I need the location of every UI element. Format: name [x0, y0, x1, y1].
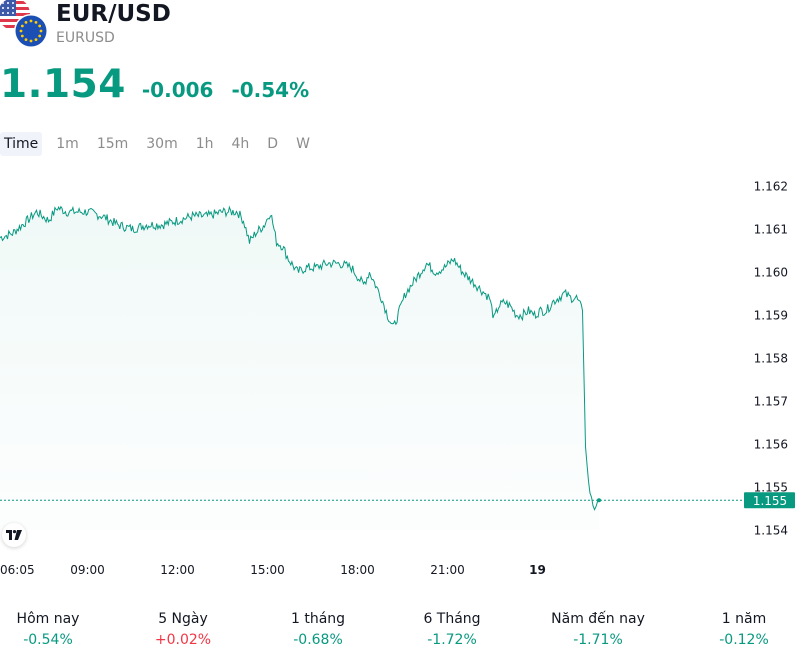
x-tick-label: 19 — [529, 563, 546, 577]
current-price-label: 1.155 — [753, 494, 787, 508]
y-tick-label: 1.160 — [754, 266, 788, 280]
tab-1m[interactable]: 1m — [56, 136, 79, 152]
perf-label: 1 năm — [721, 611, 767, 627]
perf-5d[interactable]: 5 Ngày +0.02% — [155, 611, 211, 649]
perf-label: 5 Ngày — [158, 611, 208, 627]
price-change: -0.006 — [141, 78, 214, 102]
currency-flags-icon — [0, 0, 48, 48]
price-chart[interactable]: 1.154 1.155 1.156 1.157 1.158 1.159 1.160 1.161… — [0, 160, 800, 590]
perf-label: 1 tháng — [290, 611, 346, 627]
x-tick-label: 09:00 — [70, 563, 105, 577]
tab-30m[interactable]: 30m — [146, 136, 178, 152]
perf-value: -1.72% — [427, 632, 477, 648]
symbol-name: EUR/USD — [56, 1, 171, 27]
perf-1y[interactable]: 1 năm -0.12% — [719, 611, 769, 649]
y-tick-label: 1.162 — [754, 180, 788, 194]
price-area-fill — [0, 206, 599, 530]
y-tick-label: 1.156 — [754, 438, 788, 452]
tab-4h[interactable]: 4h — [231, 136, 250, 152]
tab-time[interactable]: Time — [0, 132, 43, 156]
x-tick-label: 12:00 — [160, 563, 195, 577]
x-tick-label: 06:05 — [0, 563, 35, 577]
y-tick-label: 1.157 — [754, 395, 788, 409]
x-tick-label: 18:00 — [340, 563, 375, 577]
y-tick-label: 1.158 — [754, 352, 788, 366]
y-tick-label: 1.155 — [754, 481, 788, 495]
last-price-point — [597, 498, 601, 503]
perf-value: -0.54% — [23, 632, 73, 648]
current-price-badge — [744, 492, 795, 509]
perf-label: Hôm nay — [16, 611, 80, 627]
price-change-percent: -0.54% — [231, 78, 310, 102]
last-price: 1.154 — [0, 62, 126, 107]
quote-row: 1.154 -0.006 -0.54% — [0, 62, 309, 107]
perf-value: +0.02% — [154, 632, 212, 648]
perf-label: Năm đến nay — [551, 611, 645, 627]
price-series-line — [0, 205, 600, 511]
tradingview-logo-icon[interactable] — [2, 523, 26, 547]
perf-label: 6 Tháng — [423, 611, 481, 627]
x-tick-label: 15:00 — [250, 563, 285, 577]
x-tick-label: 21:00 — [430, 563, 465, 577]
perf-ytd[interactable]: Năm đến nay -1.71% — [551, 611, 645, 649]
timeframe-tabs: Time 1m 15m 30m 1h 4h D W — [0, 132, 324, 156]
symbol-code: EURUSD — [56, 30, 115, 46]
perf-value: -0.12% — [719, 632, 769, 648]
eu-flag-icon — [14, 14, 48, 48]
perf-today[interactable]: Hôm nay -0.54% — [17, 611, 80, 649]
y-tick-label: 1.159 — [754, 309, 788, 323]
tab-15m[interactable]: 15m — [96, 136, 129, 152]
tab-1h[interactable]: 1h — [195, 136, 214, 152]
y-tick-label: 1.161 — [754, 223, 788, 237]
perf-value: -1.71% — [573, 632, 623, 648]
tab-w[interactable]: W — [296, 136, 310, 152]
y-tick-label: 1.154 — [754, 524, 788, 538]
tab-d[interactable]: D — [267, 136, 279, 152]
perf-1m[interactable]: 1 tháng -0.68% — [291, 611, 345, 649]
perf-value: -0.68% — [293, 632, 343, 648]
perf-6m[interactable]: 6 Tháng -1.72% — [423, 611, 480, 649]
